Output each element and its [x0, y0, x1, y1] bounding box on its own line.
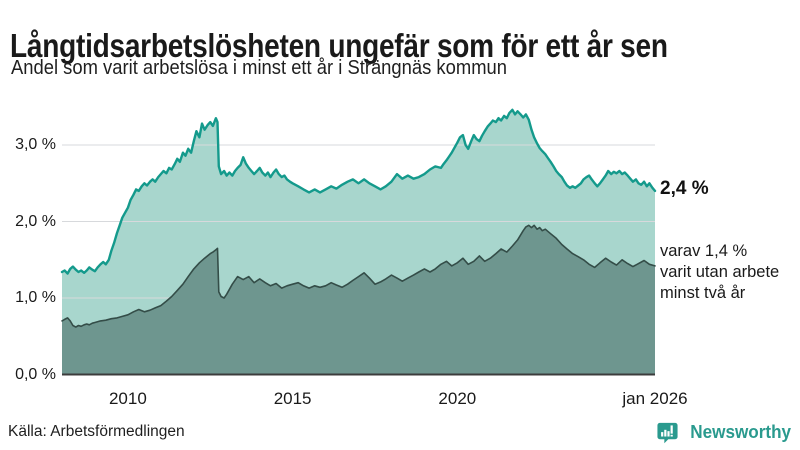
twoyear-annotation-line2: varit utan arbete [660, 263, 780, 281]
x-tick-label: 2015 [273, 389, 312, 408]
y-tick-label: 1,0 % [15, 289, 56, 306]
newsworthy-icon [657, 422, 678, 444]
newsworthy-logo: Newsworthy [656, 420, 791, 445]
line-total [60, 108, 657, 275]
x-tick-label: 2010 [108, 389, 147, 408]
latest-value-label: 2,4 % [660, 178, 709, 199]
x-tick-label: 2020 [438, 389, 477, 408]
newsworthy-icon-bars [661, 425, 673, 437]
twoyear-annotation-line1: varav 1,4 % [660, 242, 748, 260]
y-tick-label: 3,0 % [15, 136, 56, 153]
newsworthy-wordmark: Newsworthy [690, 422, 791, 442]
line-twoyear [61, 224, 656, 328]
y-tick-label: 0,0 % [15, 365, 56, 383]
chart-subtitle: Andel som varit arbetslösa i minst ett å… [11, 57, 507, 79]
source-note: Källa: Arbetsförmedlingen [8, 423, 185, 440]
page-title: Långtidsarbetslösheten ungefär som för e… [10, 27, 668, 65]
x-tick-label: jan 2026 [622, 389, 688, 408]
twoyear-annotation-line3: minst två år [660, 284, 746, 302]
twoyear-annotation: varav 1,4 % varit utan arbete minst två … [660, 241, 779, 304]
area-twoyear [62, 225, 655, 375]
y-tick-label: 2,0 % [15, 212, 56, 230]
